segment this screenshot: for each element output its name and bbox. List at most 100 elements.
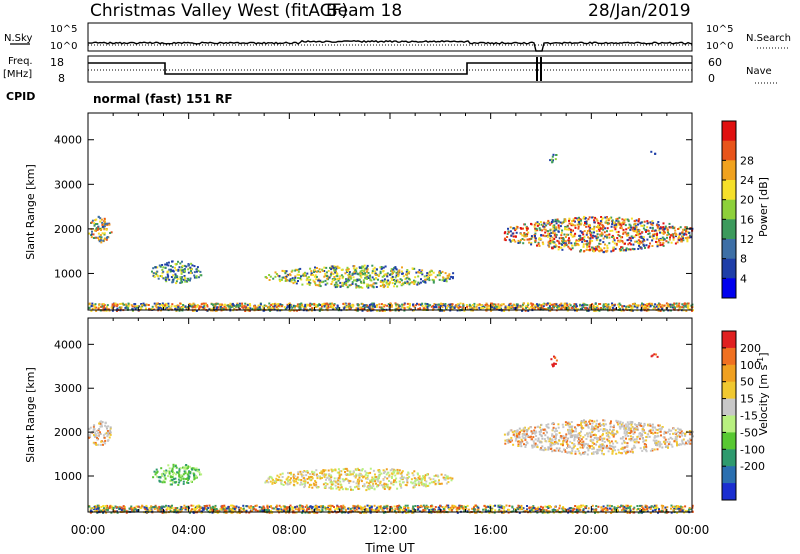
scatter-cell xyxy=(348,279,351,282)
scatter-cell xyxy=(346,266,349,269)
scatter-cell xyxy=(382,266,385,269)
scatter-cell xyxy=(287,305,290,308)
scatter-region xyxy=(88,215,113,244)
scatter-cell xyxy=(619,227,622,229)
scatter-cell xyxy=(658,229,661,232)
scatter-cell xyxy=(178,478,181,481)
scatter-cell xyxy=(571,244,574,247)
scatter-cell xyxy=(144,304,147,307)
scatter-cell xyxy=(95,228,98,231)
scatter-cell xyxy=(569,446,572,449)
scatter-cell xyxy=(586,232,589,235)
scatter-cell xyxy=(542,432,545,435)
scatter-cell xyxy=(449,303,452,306)
scatter-cell xyxy=(549,235,552,237)
scatter-cell xyxy=(656,232,659,235)
scatter-cell xyxy=(538,441,541,444)
scatter-cell xyxy=(589,234,592,237)
scatter-cell xyxy=(549,309,552,312)
scatter-cell xyxy=(354,279,357,282)
scatter-cell xyxy=(323,266,326,269)
scatter-cell xyxy=(646,238,649,241)
scatter-cell xyxy=(171,479,174,481)
scatter-cell xyxy=(296,309,298,312)
scatter-cell xyxy=(145,303,148,306)
scatter-cell xyxy=(553,245,556,248)
scatter-cell xyxy=(623,221,626,224)
scatter-cell xyxy=(446,274,449,277)
scatter-cell xyxy=(545,308,548,310)
scatter-cell xyxy=(425,485,428,488)
scatter-cell xyxy=(165,469,168,472)
scatter-cell xyxy=(306,276,309,279)
scatter-cell xyxy=(578,452,581,455)
scatter-cell xyxy=(560,435,563,438)
scatter-cell xyxy=(398,469,401,472)
scatter-cell xyxy=(385,473,388,476)
scatter-cell xyxy=(554,220,557,222)
scatter-cell xyxy=(372,469,375,472)
scatter-cell xyxy=(548,234,551,237)
scatter-cell xyxy=(555,154,558,156)
scatter-cell xyxy=(324,469,327,472)
scatter-cell xyxy=(343,303,346,306)
scatter-cell xyxy=(542,449,545,452)
scatter-cell xyxy=(516,303,519,306)
scatter-cell xyxy=(383,274,385,277)
scatter-cell xyxy=(566,309,569,312)
scatter-cell xyxy=(629,427,632,430)
scatter-cell xyxy=(184,472,187,475)
scatter-cell xyxy=(641,434,644,437)
scatter-cell xyxy=(317,270,320,273)
scatter-cell xyxy=(91,230,93,233)
scatter-cell xyxy=(681,439,684,442)
scatter-cell xyxy=(570,426,573,429)
scatter-cell xyxy=(540,423,543,426)
scatter-cell xyxy=(574,434,577,437)
scatter-cell xyxy=(626,445,629,448)
scatter-cell xyxy=(578,234,581,237)
scatter-cell xyxy=(580,421,583,424)
scatter-cell xyxy=(678,435,681,438)
scatter-cell xyxy=(569,304,572,307)
scatter-cell xyxy=(398,308,401,311)
scatter-cell xyxy=(624,231,627,234)
scatter-cell xyxy=(566,228,568,231)
scatter-cell xyxy=(609,432,612,435)
scatter-cell xyxy=(292,475,295,478)
scatter-cell xyxy=(310,272,313,275)
scatter-cell xyxy=(539,221,542,223)
scatter-cell xyxy=(308,476,311,479)
scatter-cell xyxy=(662,309,665,312)
scatter-cell xyxy=(630,309,633,312)
scatter-cell xyxy=(581,237,584,240)
scatter-cell xyxy=(226,304,229,307)
scatter-cell xyxy=(607,450,610,453)
scatter-cell xyxy=(537,437,540,440)
scatter-cell xyxy=(196,266,199,269)
scatter-cell xyxy=(408,302,411,305)
scatter-cell xyxy=(620,222,623,225)
scatter-cell xyxy=(294,276,297,279)
scatter-cell xyxy=(459,302,462,305)
scatter-cell xyxy=(652,432,655,435)
scatter-cell xyxy=(424,305,427,308)
scatter-cell xyxy=(97,432,100,434)
nave-label: Nave xyxy=(746,66,772,77)
scatter-cell xyxy=(530,438,533,441)
scatter-cell xyxy=(373,266,376,269)
scatter-cell xyxy=(417,480,420,483)
scatter-cell xyxy=(374,272,377,275)
scatter-cell xyxy=(603,437,606,440)
scatter-cell xyxy=(162,472,165,475)
scatter-cell xyxy=(312,274,314,276)
scatter-cell xyxy=(630,239,633,242)
scatter-cell xyxy=(155,302,158,305)
scatter-cell xyxy=(601,434,604,437)
scatter-cell xyxy=(424,281,427,284)
scatter-cell xyxy=(653,448,656,451)
scatter-cell xyxy=(516,226,519,228)
scatter-cell xyxy=(418,484,421,487)
scatter-cell xyxy=(570,428,573,431)
scatter-cell xyxy=(509,439,512,442)
